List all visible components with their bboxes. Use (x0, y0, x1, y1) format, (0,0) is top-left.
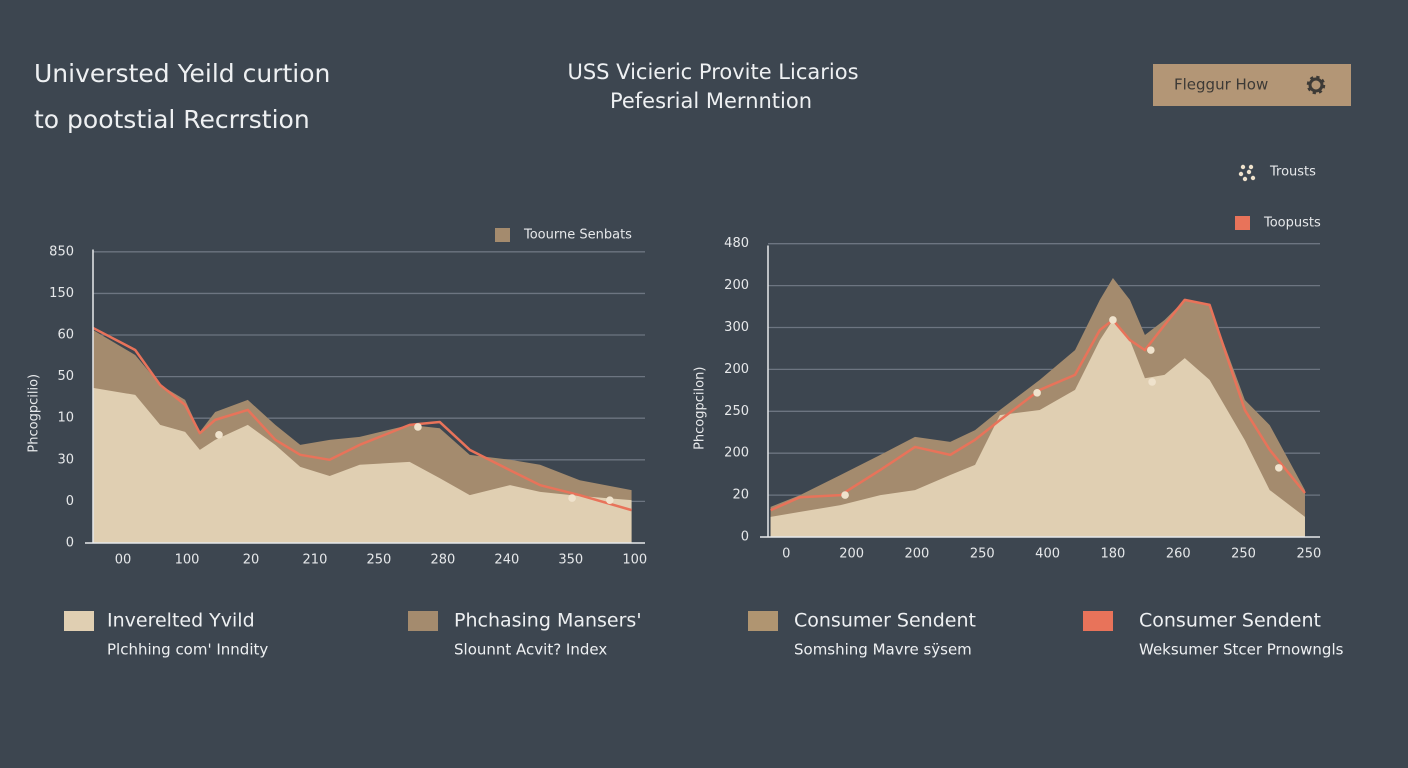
legend-icon (1240, 164, 1246, 170)
button-label[interactable]: Fleggur How (1174, 76, 1268, 94)
legend-label: Phchasing Mansers' (454, 610, 642, 632)
point (841, 491, 849, 499)
button[interactable]: Fleggur How (1153, 64, 1351, 106)
point (1033, 389, 1041, 397)
line (92, 326, 632, 512)
legend-swatch (748, 611, 778, 631)
point (1148, 378, 1156, 386)
area (770, 319, 1305, 537)
x-tick-label: 0 (782, 547, 790, 562)
legend-label: Inverelted Yvild (107, 610, 255, 632)
legend-sublabel: Weksumer Stcer Prnowngls (1139, 641, 1344, 659)
page-subtitle: Pefesrial Mernntion (610, 89, 812, 113)
y-tick-label: 30 (57, 452, 74, 467)
x-tick-label: 280 (430, 553, 455, 568)
x-tick-label: 200 (905, 547, 930, 562)
chart: 0 20 200 250 200 300 200 480 0 200 200 250 400 180 260… (693, 165, 1322, 562)
point (1147, 346, 1155, 354)
x-tick-label: 200 (839, 547, 864, 562)
gear-icon[interactable] (1306, 75, 1326, 95)
legend-icon (1246, 169, 1252, 175)
point (1275, 464, 1283, 472)
point (414, 423, 422, 431)
legend-sublabel: Slounnt Acvit? Index (454, 641, 607, 659)
x-tick-label: 00 (115, 553, 132, 568)
legend-swatch (408, 611, 438, 631)
y-tick-label: 480 (724, 236, 749, 251)
y-tick-label: 10 (57, 411, 74, 426)
legend-swatch (1235, 216, 1250, 230)
legend-label: Trousts (1269, 165, 1316, 180)
legend-sublabel: Plchhing com' Inndity (107, 641, 268, 659)
y-tick-label: 0 (66, 494, 74, 509)
y-tick-label: 300 (724, 320, 749, 335)
x-tick-label: 250 (1231, 547, 1256, 562)
y-tick-label: 0 (741, 530, 749, 545)
y-tick-label: 200 (724, 278, 749, 293)
x-tick-label: 180 (1101, 547, 1126, 562)
y-tick-label: 20 (732, 488, 749, 503)
legend-label: Consumer Sendent (794, 610, 976, 632)
point (568, 494, 576, 502)
legend-swatch (495, 228, 510, 242)
y-tick-label: 50 (57, 369, 74, 384)
x-tick-label: 100 (175, 553, 200, 568)
x-tick-label: 250 (970, 547, 995, 562)
point (1109, 316, 1117, 324)
y-axis-label: Phcogpcilon) (693, 367, 708, 450)
legend-swatch (1083, 611, 1113, 631)
y-tick-label: 60 (57, 328, 74, 343)
y-axis-label: Phcogpcilio) (27, 374, 42, 453)
point (606, 496, 614, 504)
area (93, 387, 632, 543)
y-tick-label: 200 (724, 446, 749, 461)
legend-label: Consumer Sendent (1139, 610, 1321, 632)
y-tick-label: 200 (724, 362, 749, 377)
line (770, 298, 1306, 512)
legend-label: Toourne Senbats (523, 228, 632, 243)
x-tick-label: 240 (494, 553, 519, 568)
x-tick-label: 260 (1166, 547, 1191, 562)
x-tick-label: 400 (1035, 547, 1060, 562)
x-tick-label: 100 (622, 553, 647, 568)
page-subtitle: USS Vicieric Provite Licarios (567, 60, 858, 84)
y-tick-label: 0 (66, 536, 74, 551)
x-tick-label: 20 (243, 553, 260, 568)
legend-icon (1242, 176, 1248, 182)
legend-swatch (64, 611, 94, 631)
button-bg[interactable] (1153, 64, 1351, 106)
y-tick-label: 250 (724, 404, 749, 419)
x-tick-label: 210 (303, 553, 328, 568)
y-tick-label: 150 (49, 286, 74, 301)
x-tick-label: 350 (558, 553, 583, 568)
x-tick-label: 250 (1296, 547, 1321, 562)
point (215, 431, 223, 439)
x-tick-label: 250 (367, 553, 392, 568)
legend-icon (1250, 175, 1256, 181)
legend-icon (1248, 164, 1254, 170)
y-tick-label: 850 (49, 244, 74, 259)
legend-icon (1238, 171, 1244, 177)
page-title: Universted Yeild curtion (34, 59, 330, 88)
legend-label: Toopusts (1263, 216, 1321, 231)
page-title: to pootstial Recrrstion (34, 105, 310, 134)
legend-sublabel: Somshing Mavre sÿsem (794, 641, 972, 659)
